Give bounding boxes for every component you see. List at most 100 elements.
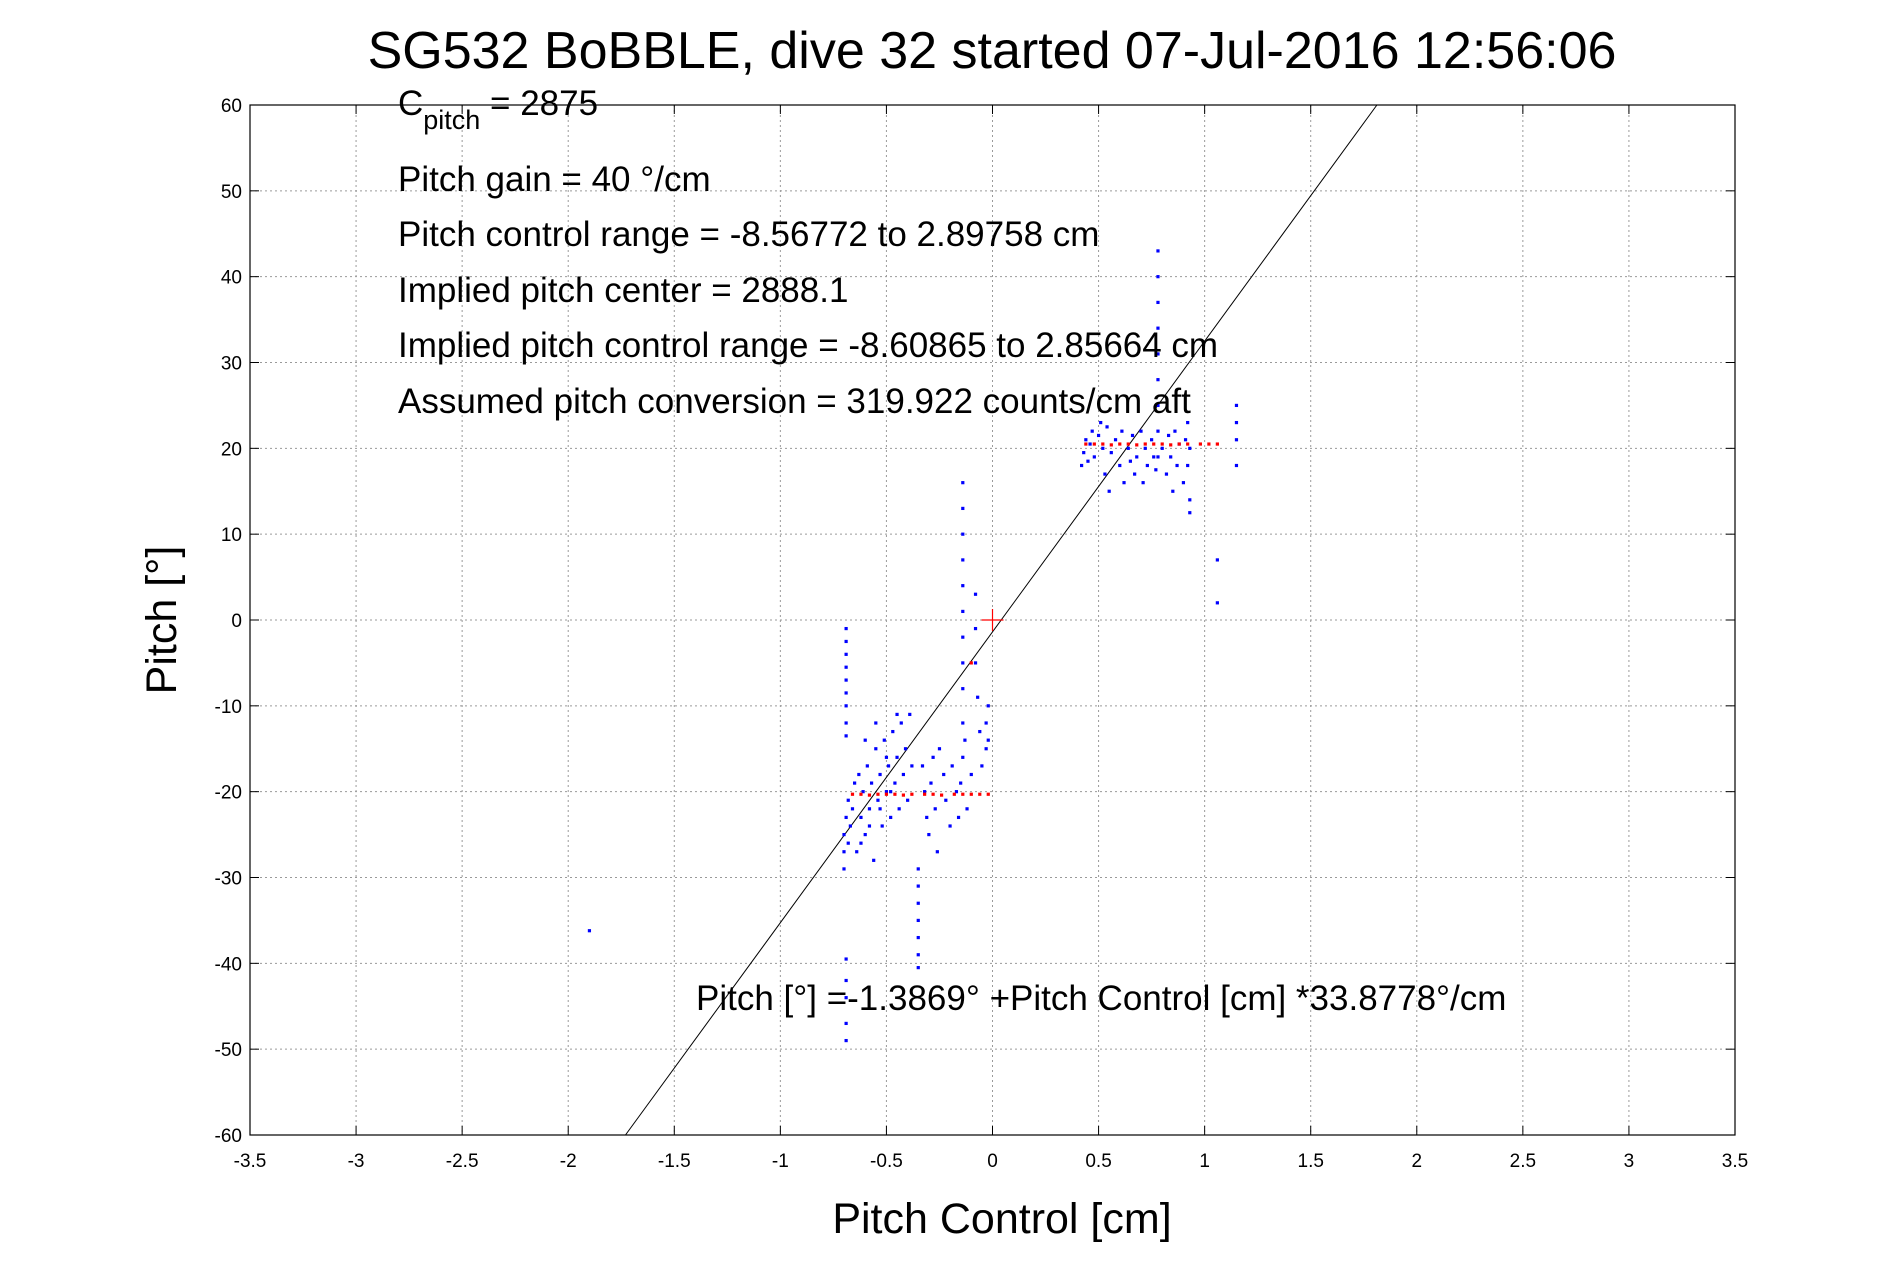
data-point	[969, 772, 973, 777]
data-point	[861, 790, 865, 794]
x-tick-label: 2.5	[1510, 1151, 1536, 1172]
data-point	[853, 781, 857, 785]
x-tick-label: -3	[348, 1151, 365, 1172]
data-point	[948, 824, 952, 828]
data-point	[1198, 442, 1202, 446]
y-tick-label: -30	[215, 869, 242, 890]
data-point	[1156, 429, 1160, 433]
series-2	[850, 442, 1219, 797]
data-point	[1156, 378, 1160, 382]
chart-title: SG532 BoBBLE, dive 32 started 07-Jul-201…	[368, 22, 1617, 80]
data-point	[1135, 455, 1139, 459]
x-tick-label: 0.5	[1085, 1151, 1111, 1172]
annotation-conversion: Assumed pitch conversion = 319.922 count…	[398, 382, 1191, 421]
data-point	[1130, 433, 1135, 438]
data-point	[961, 755, 965, 759]
data-point	[969, 661, 973, 665]
data-point	[961, 687, 965, 691]
data-point	[1156, 403, 1160, 408]
data-point	[1234, 463, 1239, 468]
data-point	[916, 935, 920, 940]
data-point	[961, 506, 965, 511]
y-axis-label: Pitch [°]	[138, 546, 186, 695]
data-point	[973, 661, 978, 665]
data-point	[954, 790, 959, 794]
data-point	[1152, 442, 1156, 446]
data-point	[859, 792, 863, 796]
y-tick-label: -20	[215, 783, 242, 804]
data-point	[923, 792, 927, 796]
data-point	[927, 832, 931, 837]
y-tick-label: -60	[215, 1126, 242, 1147]
data-point	[939, 793, 944, 797]
y-tick-label: 10	[221, 525, 242, 546]
data-point	[952, 792, 956, 796]
data-point	[587, 929, 592, 933]
x-tick-label: -2	[560, 1151, 577, 1172]
y-tick-label: -10	[215, 697, 242, 718]
data-point	[923, 790, 927, 794]
data-point	[1156, 455, 1160, 459]
data-point	[844, 978, 848, 983]
data-point	[859, 841, 863, 845]
x-tick-label: 3	[1624, 1151, 1635, 1172]
data-point	[889, 815, 893, 820]
x-tick-label: -0.5	[870, 1151, 903, 1172]
data-point	[961, 609, 965, 614]
data-point	[963, 738, 967, 742]
data-point	[901, 793, 905, 797]
data-point	[916, 867, 920, 871]
data-point	[1156, 326, 1160, 330]
data-point	[961, 532, 965, 536]
data-point	[1092, 442, 1096, 446]
data-point	[1215, 558, 1219, 562]
data-point	[884, 755, 889, 759]
data-point	[844, 957, 848, 961]
data-point	[1101, 442, 1105, 446]
data-point	[986, 792, 990, 796]
data-point	[874, 721, 878, 725]
data-point	[925, 815, 929, 820]
data-point	[1186, 463, 1190, 468]
y-tick-label: -40	[215, 954, 242, 975]
data-point	[910, 792, 914, 796]
data-point	[1234, 438, 1239, 442]
data-point	[908, 712, 912, 717]
data-point	[1160, 442, 1164, 446]
data-point	[1143, 446, 1147, 450]
data-point	[884, 792, 889, 796]
data-point	[1156, 352, 1160, 356]
data-point	[1105, 425, 1109, 429]
data-point	[1080, 463, 1084, 468]
data-point	[1177, 442, 1181, 446]
annotation-implied-center: Implied pitch center = 2888.1	[398, 271, 848, 310]
data-point	[986, 704, 990, 708]
data-point	[978, 792, 982, 796]
data-point	[886, 764, 891, 768]
data-point	[961, 721, 965, 725]
grid-layer	[250, 105, 1735, 1135]
data-point	[842, 850, 846, 854]
data-point	[1169, 455, 1173, 459]
y-tick-label: 30	[221, 354, 242, 375]
data-point	[1113, 438, 1118, 442]
data-point	[1186, 420, 1190, 425]
data-point	[1188, 446, 1192, 450]
x-tick-label: 0	[987, 1151, 998, 1172]
data-point	[1173, 429, 1177, 433]
series-1	[587, 249, 1239, 1043]
data-point	[986, 738, 990, 742]
data-point	[984, 721, 988, 725]
x-axis-label: Pitch Control [cm]	[832, 1195, 1171, 1243]
data-point	[893, 792, 897, 796]
data-point	[1154, 468, 1158, 472]
data-point	[844, 1021, 848, 1026]
data-point	[857, 772, 861, 777]
data-point	[1207, 442, 1211, 446]
data-point	[867, 793, 872, 797]
data-point	[859, 815, 863, 820]
x-tick-label: 2	[1411, 1151, 1422, 1172]
data-point	[916, 966, 920, 970]
data-point	[1082, 451, 1086, 455]
